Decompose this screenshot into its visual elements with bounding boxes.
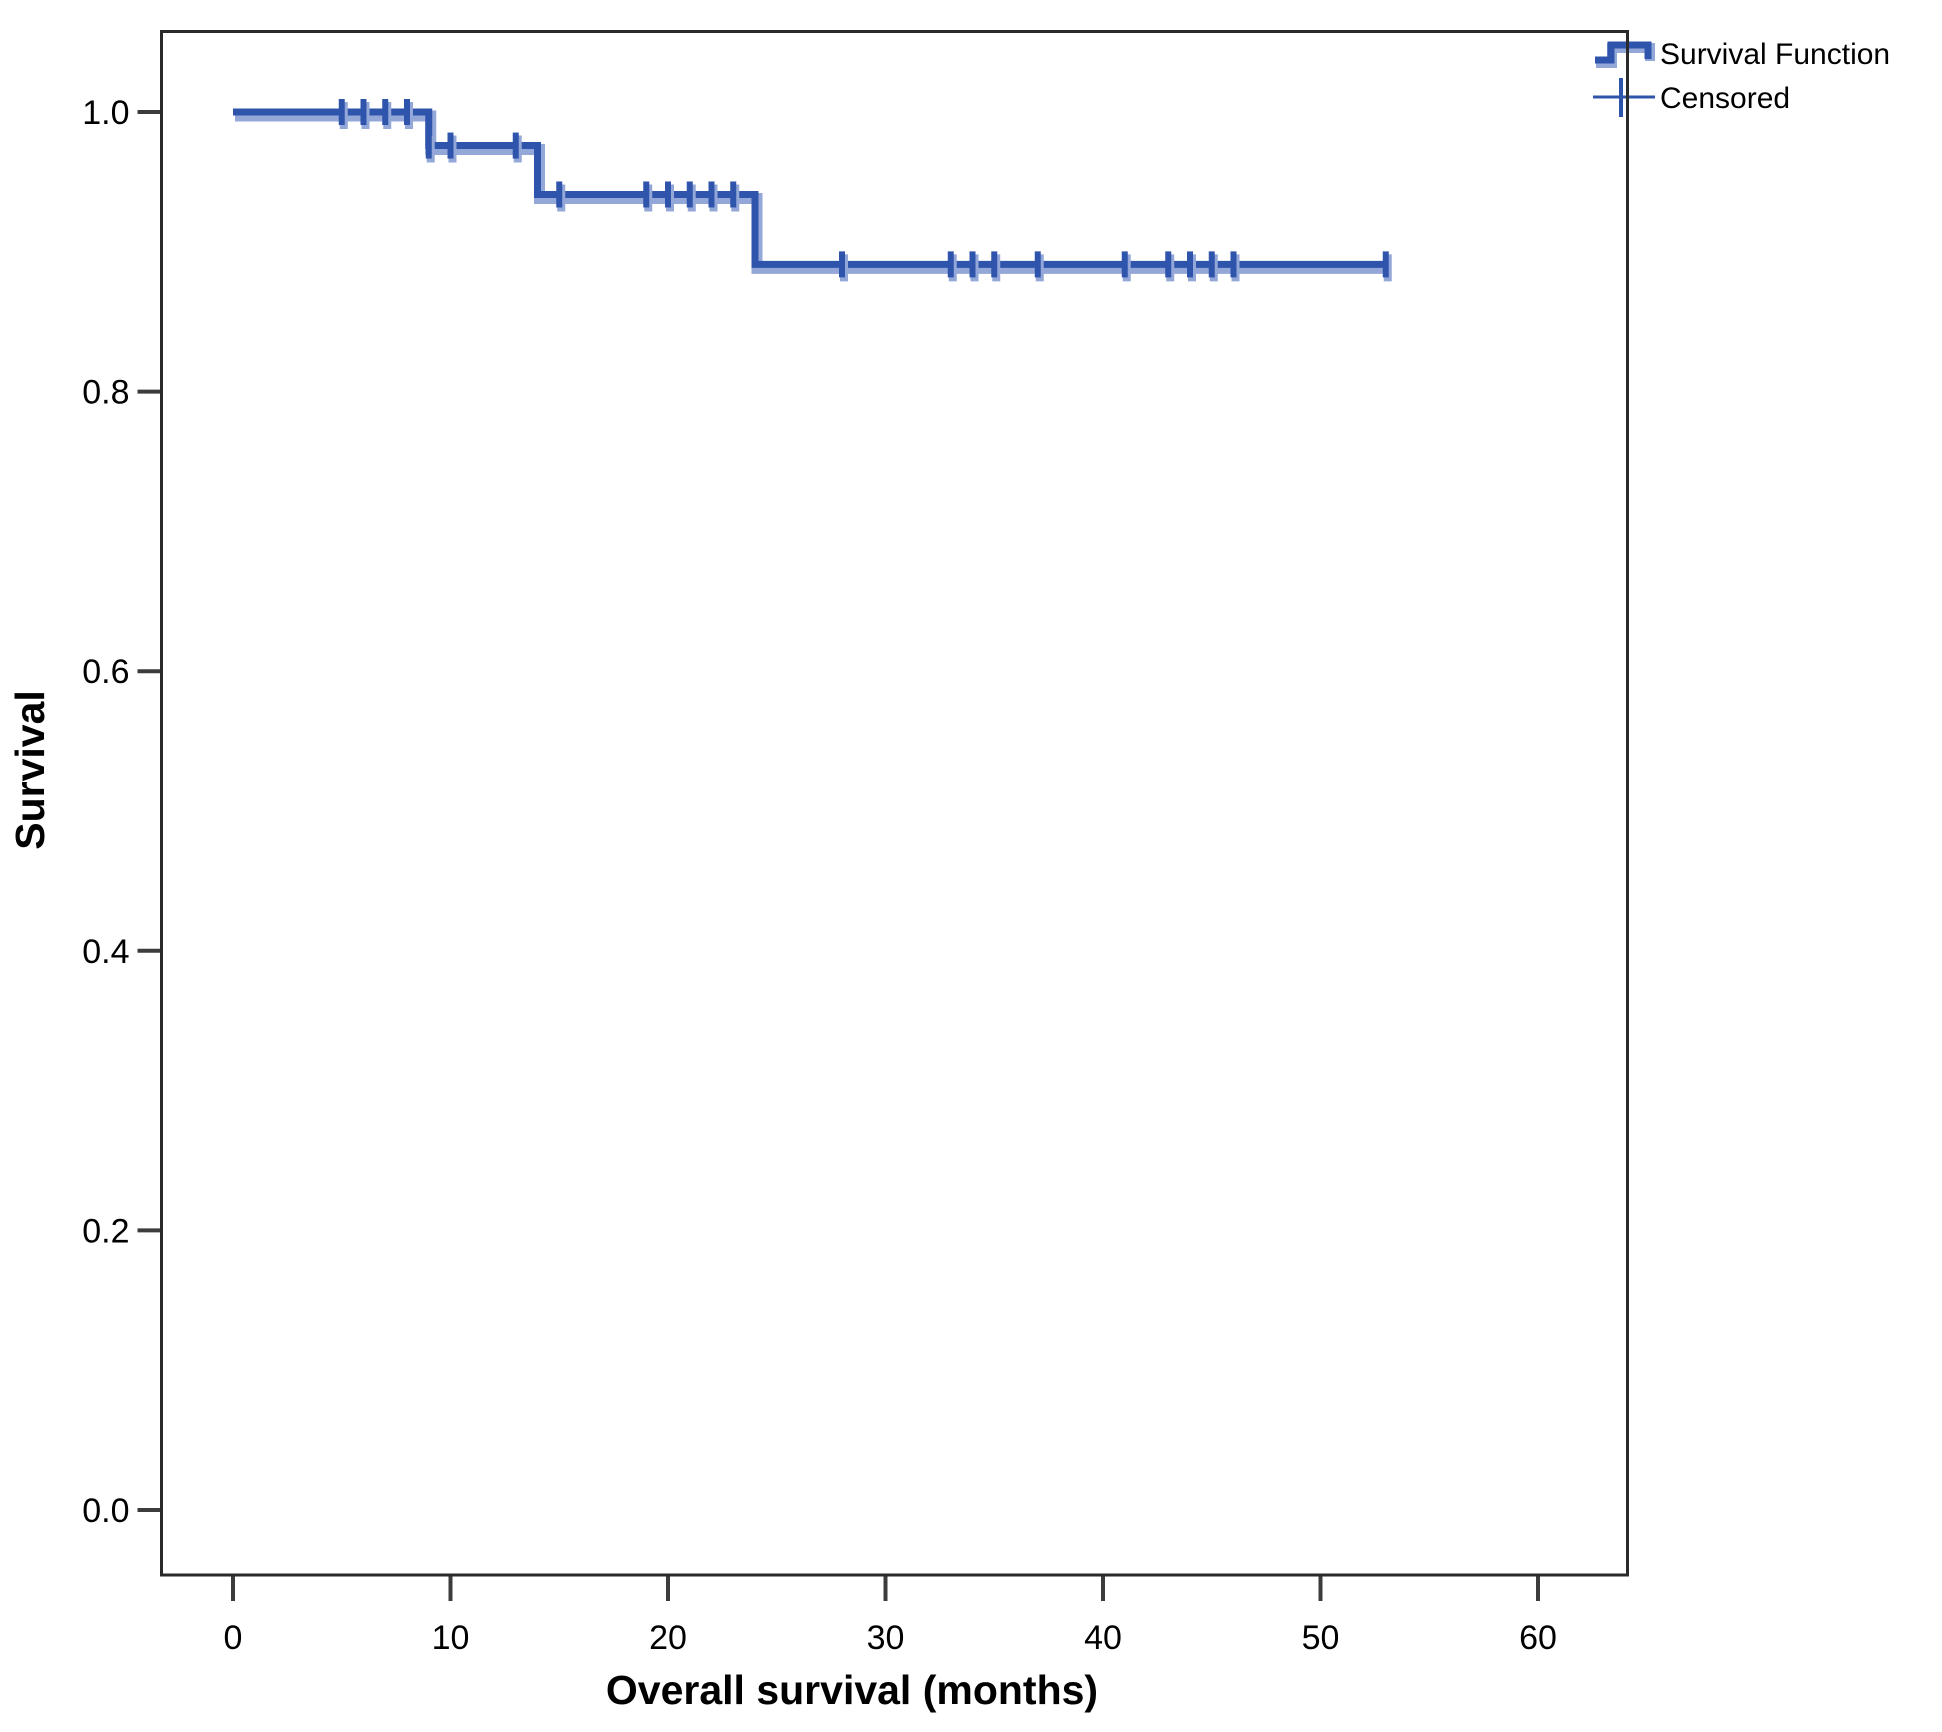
y-tick-label: 1.0 bbox=[82, 94, 129, 132]
survival-function-legend-glyph bbox=[1595, 41, 1652, 64]
y-tick-label: 0.0 bbox=[82, 1492, 129, 1530]
y-axis-ticks: 0.0 0.2 0.4 0.6 0.8 1.0 bbox=[82, 94, 162, 1530]
x-axis-title: Overall survival (months) bbox=[606, 1667, 1098, 1713]
survival-step-curve bbox=[233, 108, 1388, 274]
legend-label-survival-function: Survival Function bbox=[1660, 38, 1890, 71]
censored-marks bbox=[338, 99, 1392, 282]
x-tick-label: 10 bbox=[432, 1619, 470, 1657]
legend-label-censored: Censored bbox=[1660, 82, 1790, 115]
x-axis-ticks: 0 10 20 30 40 50 60 bbox=[224, 1575, 1557, 1657]
x-tick-label: 40 bbox=[1084, 1619, 1122, 1657]
y-tick-label: 0.8 bbox=[82, 374, 129, 412]
y-tick-label: 0.2 bbox=[82, 1212, 129, 1250]
x-tick-label: 20 bbox=[649, 1619, 687, 1657]
survival-line bbox=[233, 108, 1386, 268]
x-tick-label: 50 bbox=[1302, 1619, 1340, 1657]
plot-frame-border bbox=[160, 30, 1629, 1577]
x-tick-label: 60 bbox=[1519, 1619, 1557, 1657]
plot-frame bbox=[161, 31, 1628, 1575]
y-tick-label: 0.4 bbox=[82, 933, 129, 971]
legend: Survival Function Censored bbox=[1593, 38, 1890, 117]
x-tick-label: 30 bbox=[867, 1619, 905, 1657]
y-tick-label: 0.6 bbox=[82, 653, 129, 691]
x-tick-label: 0 bbox=[224, 1619, 243, 1657]
y-axis-title: Survival bbox=[7, 690, 53, 850]
